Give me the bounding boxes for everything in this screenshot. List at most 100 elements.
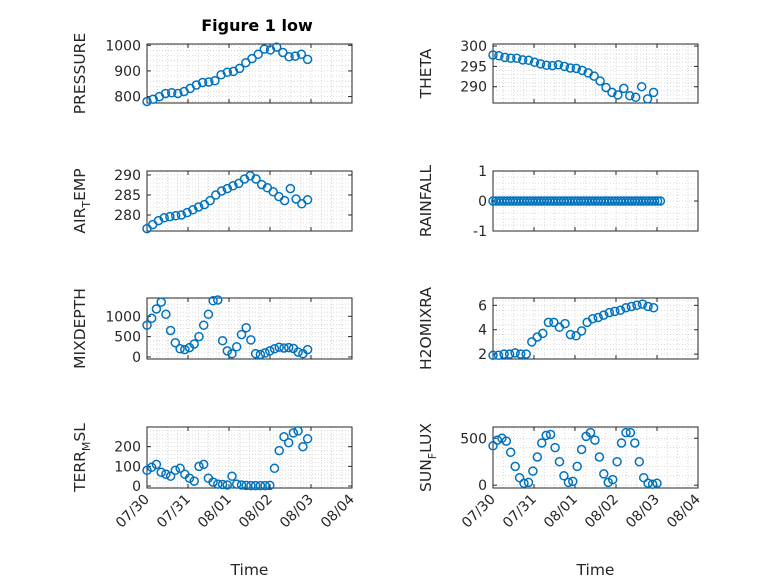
data-point (203, 309, 214, 320)
data-point (204, 77, 214, 87)
data-point (505, 447, 516, 458)
data-point (279, 343, 289, 353)
figure-title: Figure 1 low (201, 16, 313, 35)
data-point (283, 437, 294, 448)
data-point (255, 349, 266, 360)
data-point (610, 306, 620, 317)
data-point (236, 480, 247, 490)
data-point (528, 466, 538, 476)
data-point (643, 301, 653, 312)
data-point (194, 331, 204, 342)
ylabel-air_temp: AIRTEMP (71, 168, 93, 233)
data-point (250, 348, 261, 359)
data-point (649, 196, 660, 206)
ytick-label: 0 (478, 478, 487, 494)
data-point (217, 335, 228, 346)
data-point (165, 325, 176, 336)
xtick-label: 08/01 (541, 492, 581, 532)
data-point (619, 83, 629, 94)
data-point (550, 442, 560, 453)
data-point (170, 337, 181, 348)
data-point (543, 317, 554, 328)
data-point (632, 300, 642, 311)
xtick-label: 07/31 (500, 492, 540, 532)
data-point (222, 480, 233, 490)
data-point (278, 47, 288, 58)
xlabel-terr_msl: Time (230, 561, 269, 579)
data-point (510, 461, 520, 472)
data-point (217, 479, 228, 490)
data-point (547, 60, 558, 71)
data-point (188, 205, 198, 215)
ylabel-h2omixra: H2OMIXRA (417, 287, 435, 370)
data-point (302, 434, 313, 444)
data-point (269, 344, 280, 354)
ylabel-pressure: PRESSURE (71, 33, 89, 115)
data-point (553, 60, 564, 70)
data-point (549, 317, 559, 328)
data-point (565, 329, 576, 340)
data-point (648, 87, 659, 98)
data-point (568, 476, 578, 487)
data-point (176, 210, 187, 220)
data-point (161, 469, 171, 479)
data-point (148, 94, 158, 104)
data-point (302, 54, 313, 65)
data-point (189, 339, 199, 349)
data-point (577, 65, 587, 76)
data-point (576, 444, 587, 455)
data-point (598, 310, 609, 320)
data-point (175, 463, 185, 474)
data-point (246, 335, 256, 345)
data-point (510, 348, 520, 358)
data-point (189, 476, 199, 486)
data-point (559, 61, 570, 72)
data-point (501, 436, 512, 446)
ylabel-sun_flux: SUNFLUX (417, 423, 439, 492)
xtick-label: 08/02 (582, 492, 622, 532)
data-point (251, 174, 261, 184)
data-point (180, 344, 190, 355)
ytick-label: 4 (478, 323, 487, 339)
data-point (216, 70, 226, 80)
ytick-label: 300 (460, 39, 487, 55)
data-point (537, 438, 547, 448)
series-sun_flux (488, 427, 662, 489)
data-point (227, 348, 237, 359)
ylabel-theta: THETA (417, 48, 435, 99)
data-point (296, 49, 307, 60)
data-point (532, 452, 543, 462)
panel-sun-flux: 0 500 07/30 07/31 08/01 08/02 08/03 08/04 SUNFLU… (417, 423, 704, 579)
data-point (521, 349, 531, 359)
data-point (652, 478, 662, 489)
data-point (492, 435, 503, 445)
data-point (165, 211, 175, 222)
data-point (213, 295, 223, 305)
data-point (493, 350, 504, 361)
data-point (265, 346, 275, 356)
data-point (595, 76, 605, 86)
data-point (517, 55, 528, 65)
data-point (512, 53, 522, 63)
data-point (146, 462, 157, 473)
axes-frame (492, 297, 699, 360)
data-point (159, 213, 169, 223)
data-point (198, 459, 209, 470)
axes-frame (492, 426, 699, 489)
ytick-label: 100 (114, 459, 141, 475)
data-point (222, 346, 233, 356)
data-point (637, 299, 648, 309)
data-point (630, 438, 640, 448)
data-point (291, 194, 301, 204)
data-point (246, 480, 256, 491)
xtick-label: 08/01 (195, 492, 235, 532)
series-air_temp (142, 171, 313, 234)
data-point (283, 342, 294, 353)
data-point (247, 53, 257, 64)
series-rainfall (488, 196, 666, 206)
data-point (236, 329, 247, 340)
xlabel-sun_flux: Time (576, 561, 615, 579)
ytick-label: 1000 (105, 38, 141, 54)
panel-theta: 290 295 300 THETA (417, 39, 699, 104)
xtick-label: 07/31 (154, 492, 194, 532)
